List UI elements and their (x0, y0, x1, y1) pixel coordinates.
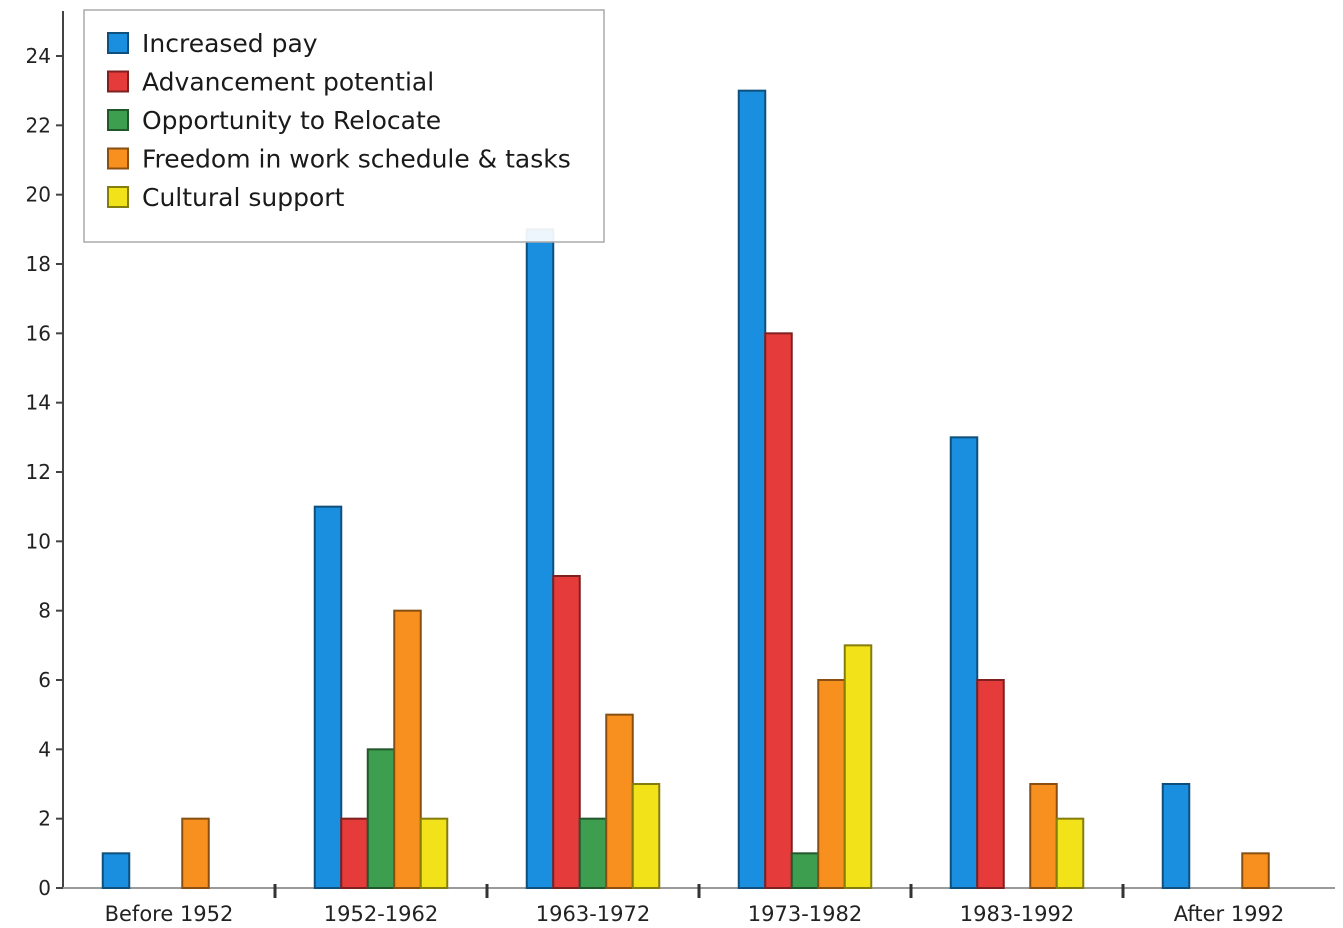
y-tick-label: 6 (38, 668, 51, 692)
bars (101, 89, 1270, 890)
legend-label: Opportunity to Relocate (142, 106, 441, 135)
y-tick-label: 4 (38, 737, 51, 761)
bar-freedom-in-work-schedule-tasks-1963-1972 (605, 713, 634, 890)
y-tick-label: 18 (26, 252, 51, 276)
bar-cultural-support-1983-1992 (1055, 817, 1085, 890)
legend-label: Freedom in work schedule & tasks (142, 145, 571, 174)
x-tick-label: 1952-1962 (324, 902, 438, 926)
legend-label: Increased pay (142, 29, 318, 58)
y-tick-label: 12 (26, 460, 51, 484)
x-tick-label: Before 1952 (105, 902, 234, 926)
bar-increased-pay-1952-1962 (313, 505, 343, 889)
bar-advancement-potential-1952-1962 (340, 817, 369, 890)
bar-freedom-in-work-schedule-tasks-1973-1982 (817, 679, 846, 889)
bar-opportunity-to-relocate-1973-1982 (790, 852, 820, 889)
legend-label: Advancement potential (142, 68, 434, 97)
y-tick-label: 10 (26, 529, 51, 553)
y-tick-label: 0 (38, 876, 51, 900)
bar-increased-pay-before-1952 (101, 852, 131, 889)
bar-advancement-potential-1973-1982 (764, 332, 793, 890)
x-tick-label: 1983-1992 (960, 902, 1074, 926)
bar-opportunity-to-relocate-1952-1962 (366, 748, 396, 889)
bar-increased-pay-after-1992 (1161, 783, 1191, 889)
legend-swatch (107, 186, 129, 208)
legend-swatch (107, 147, 129, 170)
x-tick-label: 1963-1972 (536, 902, 650, 926)
x-tick-label: 1973-1982 (748, 902, 862, 926)
y-tick-label: 20 (26, 183, 51, 207)
bar-freedom-in-work-schedule-tasks-1983-1992 (1029, 783, 1058, 889)
legend-swatch (107, 70, 129, 93)
y-tick-label: 8 (38, 599, 51, 623)
legend-swatch (107, 32, 129, 54)
bar-freedom-in-work-schedule-tasks-before-1952 (181, 817, 210, 890)
y-tick-label: 14 (26, 391, 51, 415)
x-tick-label: After 1992 (1174, 902, 1285, 926)
bar-increased-pay-1983-1992 (949, 436, 979, 889)
y-tick-label: 2 (38, 807, 51, 831)
bar-increased-pay-1973-1982 (737, 89, 767, 889)
legend: Increased pay Advancement potential Opport… (83, 9, 605, 243)
legend-swatch (107, 109, 129, 131)
bar-increased-pay-1963-1972 (525, 228, 555, 890)
bar-freedom-in-work-schedule-tasks-1952-1962 (393, 609, 422, 890)
bar-cultural-support-1952-1962 (419, 817, 449, 890)
bar-advancement-potential-1983-1992 (976, 679, 1005, 889)
bar-opportunity-to-relocate-1963-1972 (578, 817, 608, 890)
y-tick-label: 24 (26, 44, 51, 68)
y-tick-label: 16 (26, 321, 51, 345)
bar-cultural-support-1963-1972 (631, 783, 661, 889)
x-axis: Before 1952 1952-1962 1963-1972 1973-1982 19… (63, 884, 1335, 926)
bar-freedom-in-work-schedule-tasks-after-1992 (1241, 852, 1270, 889)
y-tick-label: 22 (26, 113, 51, 137)
bar-cultural-support-1973-1982 (843, 644, 873, 889)
legend-label: Cultural support (142, 183, 345, 212)
legend-box (83, 9, 605, 243)
bar-advancement-potential-1963-1972 (552, 575, 581, 889)
